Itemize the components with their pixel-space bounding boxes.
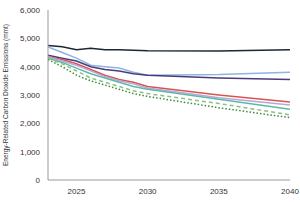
svg-text:5,000: 5,000 [20, 34, 41, 43]
svg-text:2,000: 2,000 [20, 119, 41, 128]
svg-text:Energy-Related Carbon Dioxide: Energy-Related Carbon Dioxide Emissions … [8, 24, 10, 166]
svg-text:1,000: 1,000 [20, 148, 41, 157]
svg-text:2030: 2030 [139, 187, 157, 196]
svg-text:4,000: 4,000 [20, 63, 41, 72]
svg-text:2035: 2035 [210, 187, 228, 196]
svg-text:3,000: 3,000 [20, 91, 41, 100]
svg-text:6,000: 6,000 [20, 6, 41, 15]
svg-text:2040: 2040 [281, 187, 292, 196]
svg-text:0: 0 [36, 176, 41, 185]
svg-text:2025: 2025 [68, 187, 86, 196]
